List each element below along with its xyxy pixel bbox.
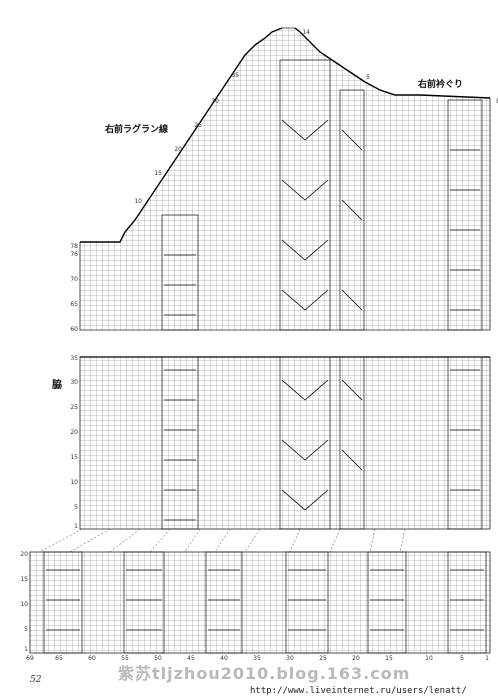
row-number: 15: [70, 454, 78, 461]
page-number: 52: [30, 675, 42, 685]
column-number: 1: [485, 655, 489, 662]
connector-lines: [39, 528, 406, 553]
row-number: 35: [70, 355, 78, 362]
column-number: 40: [220, 655, 228, 662]
row-number: 70: [70, 276, 78, 283]
neckline-line: [294, 27, 491, 99]
row-number: 25: [70, 404, 78, 411]
row-number: 15: [20, 576, 28, 583]
row-number: 20: [20, 551, 28, 558]
raglan-label: 右前ラグラン線: [105, 125, 169, 135]
bottom-chart-grid: [29, 551, 491, 654]
cable-columns: [43, 59, 487, 654]
row-number: 5: [366, 74, 370, 81]
side-label: 脇: [52, 380, 62, 391]
neckline-label: 右前衿ぐり: [418, 80, 464, 90]
row-number: 1: [74, 523, 78, 530]
row-number: 5: [74, 504, 78, 511]
column-number: 60: [88, 655, 96, 662]
column-number: 30: [286, 655, 294, 662]
row-number: 35: [231, 72, 239, 79]
column-number: 5: [460, 655, 464, 662]
row-number: 10: [134, 198, 142, 205]
row-number: 76: [70, 251, 78, 258]
column-number: 69: [26, 655, 34, 662]
column-number: 20: [352, 655, 360, 662]
column-number: 50: [154, 655, 162, 662]
row-number: 10: [70, 479, 78, 486]
row-number: 30: [70, 379, 78, 386]
column-number: 45: [187, 655, 195, 662]
row-number: 10: [20, 601, 28, 608]
row-number: 60: [70, 326, 78, 333]
column-number: 35: [253, 655, 261, 662]
column-number: 25: [319, 655, 327, 662]
row-number: 14: [302, 29, 310, 36]
row-number: 20: [174, 146, 182, 153]
watermark: 紫苏tljzhou2010.blog.163.com: [118, 664, 411, 683]
row-number: 5: [24, 626, 28, 633]
top-chart-grid: [79, 27, 491, 331]
raglan-line: [80, 27, 283, 243]
row-number: 65: [70, 301, 78, 308]
column-number: 15: [385, 655, 393, 662]
source-url[interactable]: http://www.liveinternet.ru/users/lenatt/: [250, 686, 467, 696]
row-number: 30: [211, 98, 219, 105]
row-number: 1: [24, 646, 28, 653]
column-number: 65: [55, 655, 63, 662]
row-number: 78: [70, 243, 78, 250]
row-number: 25: [194, 122, 202, 129]
center-cable-diagonals: [281, 119, 363, 511]
column-number: 55: [121, 655, 129, 662]
row-number: 8: [486, 98, 498, 105]
row-number: 15: [154, 170, 162, 177]
cable-crosses: [46, 149, 484, 631]
column-number: 10: [425, 655, 433, 662]
row-number: 20: [70, 429, 78, 436]
